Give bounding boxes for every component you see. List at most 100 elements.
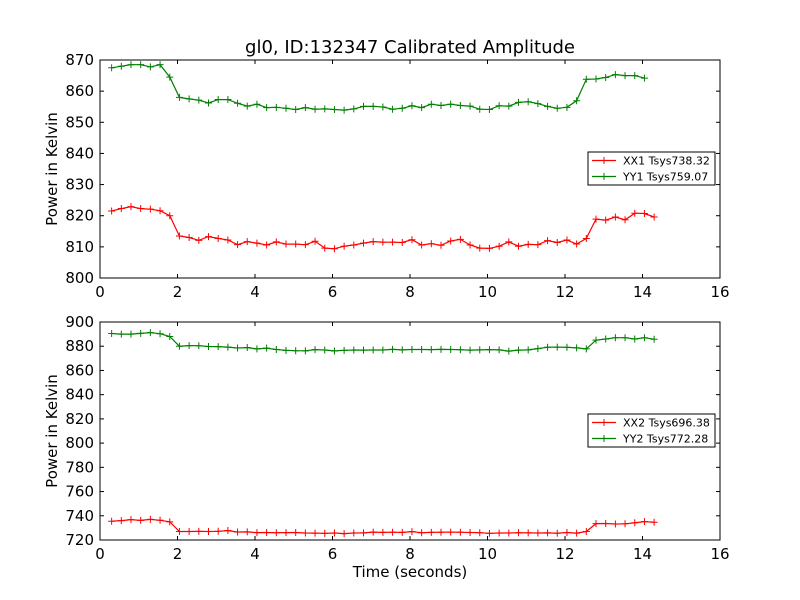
data-point (117, 517, 125, 525)
data-point (243, 102, 251, 110)
data-point (650, 518, 658, 526)
data-point (553, 343, 561, 351)
chart-panel-top: 0 2 4 6 8 10 12 14 16800810820830840850860870Pow… (43, 51, 730, 301)
y-tick-label: 830 (65, 176, 94, 194)
data-point (272, 345, 280, 353)
data-point (350, 241, 358, 249)
data-point (398, 238, 406, 246)
data-point (485, 244, 493, 252)
x-tick-label: 16 (710, 545, 729, 563)
data-point (602, 216, 610, 224)
data-point (205, 233, 212, 241)
x-tick-label: 10 (478, 283, 497, 301)
data-point (127, 203, 135, 211)
data-point (253, 100, 261, 108)
data-point (631, 519, 639, 527)
data-point (592, 520, 600, 528)
data-point (544, 102, 552, 110)
data-point (379, 238, 387, 246)
data-point (214, 343, 222, 351)
data-point (166, 333, 174, 341)
data-point (534, 345, 542, 353)
data-point (640, 518, 648, 526)
data-point (272, 103, 280, 111)
data-point (108, 330, 116, 338)
data-point (205, 342, 212, 350)
data-point (175, 342, 183, 350)
data-point (447, 345, 455, 353)
data-point (156, 516, 164, 524)
data-point (350, 529, 358, 537)
data-point (214, 96, 222, 104)
data-point (573, 529, 581, 537)
data-point (272, 238, 280, 246)
y-tick-label: 760 (65, 483, 94, 501)
data-point (418, 104, 426, 112)
data-point (379, 103, 387, 111)
data-point (282, 346, 290, 354)
data-point (534, 529, 542, 537)
y-tick-label: 810 (65, 238, 94, 256)
data-point (621, 334, 629, 342)
y-tick-label: 800 (65, 269, 94, 287)
y-axis-label: Power in Kelvin (43, 374, 61, 488)
data-point (495, 529, 503, 537)
data-point (398, 346, 406, 354)
data-point (311, 237, 319, 245)
data-point (408, 528, 416, 536)
data-point (466, 346, 474, 354)
data-point (408, 102, 416, 110)
data-point (195, 236, 203, 244)
x-tick-label: 4 (250, 283, 260, 301)
data-point (631, 335, 639, 343)
data-point (534, 241, 542, 249)
data-point (573, 240, 581, 248)
x-tick-label: 14 (633, 283, 652, 301)
data-point (427, 528, 435, 536)
data-point (282, 104, 290, 112)
data-point (146, 205, 154, 213)
data-point (563, 528, 571, 536)
data-point (166, 212, 174, 220)
x-axis-label: Time (seconds) (352, 563, 468, 581)
y-tick-label: 800 (65, 434, 94, 452)
data-point (456, 235, 464, 243)
data-point (563, 343, 571, 351)
data-point (108, 207, 116, 215)
data-point (418, 241, 426, 249)
y-axis-label: Power in Kelvin (43, 112, 61, 226)
chart-panel-bottom: 0 2 4 6 8 10 12 14 16 720 740 760 780 800 820 840 860 880… (43, 313, 730, 581)
data-point (224, 343, 232, 351)
data-point (340, 106, 348, 114)
data-point (495, 102, 503, 110)
data-point (108, 517, 116, 525)
data-point (214, 234, 222, 242)
data-point (360, 346, 367, 354)
data-point (117, 205, 125, 213)
data-point (311, 105, 319, 113)
data-point (127, 330, 135, 338)
y-tick-label: 740 (65, 507, 94, 525)
data-point (563, 236, 571, 244)
data-point (592, 336, 600, 344)
data-point (175, 528, 183, 536)
data-point (234, 99, 242, 107)
data-point (369, 102, 377, 110)
data-point (224, 96, 232, 104)
y-tick-label: 880 (65, 337, 94, 355)
data-point (447, 100, 455, 108)
data-point (234, 241, 242, 249)
data-point (553, 529, 561, 537)
data-point (146, 329, 154, 337)
data-point (515, 98, 522, 106)
data-point (195, 527, 203, 535)
data-point (166, 518, 174, 526)
data-point (243, 238, 251, 246)
data-point (437, 241, 445, 249)
y-tick-label: 850 (65, 113, 94, 131)
y-tick-label: 860 (65, 361, 94, 379)
data-point (495, 346, 503, 354)
data-point (369, 528, 377, 536)
data-point (466, 528, 474, 536)
